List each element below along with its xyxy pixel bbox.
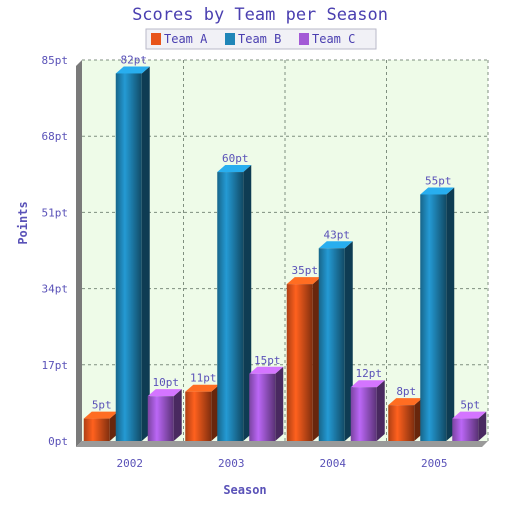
bar-top <box>249 366 284 374</box>
bar-team-b-2004 <box>318 241 353 441</box>
bar-value-label: 43pt <box>324 228 351 241</box>
bar-value-label: 35pt <box>292 264 319 277</box>
bar-top <box>318 241 353 249</box>
bar-side <box>141 66 150 442</box>
bar-top <box>147 389 182 397</box>
bar-top <box>388 398 423 406</box>
bar-team-a-2003 <box>185 384 220 441</box>
legend-label-team-a: Team A <box>164 32 208 46</box>
bar-top <box>420 187 455 195</box>
legend-swatch-team-a <box>151 33 161 45</box>
bar-value-label: 82pt <box>121 53 148 66</box>
bar-top <box>350 380 385 388</box>
y-axis-label: Points <box>16 201 30 244</box>
y-tick-label: 34pt <box>42 283 69 296</box>
bar-value-label: 8pt <box>396 385 416 398</box>
legend-frame <box>145 28 377 50</box>
bar-front <box>83 418 110 441</box>
bar-front <box>249 373 276 441</box>
bar-value-label: 55pt <box>425 174 452 187</box>
floor <box>76 441 488 447</box>
bar-front <box>217 172 244 441</box>
x-tick-label: 2005 <box>421 457 448 470</box>
bar-top <box>185 384 220 392</box>
bar-front <box>147 396 174 441</box>
left-wall <box>76 60 82 447</box>
bar-side <box>376 380 385 441</box>
legend-label-team-b: Team B <box>238 32 281 46</box>
bar-team-c-2003 <box>249 366 284 441</box>
y-tick-label: 68pt <box>42 130 69 143</box>
bar-front <box>318 248 345 441</box>
bar-team-b-2002 <box>115 66 150 442</box>
bar-team-c-2005 <box>452 411 487 441</box>
bar-value-label: 60pt <box>222 152 249 165</box>
y-tick-label: 51pt <box>42 206 69 219</box>
bar-front <box>286 284 313 441</box>
bar-team-c-2004 <box>350 380 385 441</box>
x-tick-label: 2003 <box>218 457 245 470</box>
y-tick-label: 0pt <box>48 435 68 448</box>
legend-swatch-team-c <box>299 33 309 45</box>
chart-title: Scores by Team per Season <box>132 5 388 25</box>
legend: Team A Team B Team C <box>145 28 377 50</box>
bar-team-b-2005 <box>420 187 455 441</box>
x-tick-label: 2004 <box>320 457 347 470</box>
bar-value-label: 5pt <box>92 399 112 412</box>
bar-front <box>350 387 377 441</box>
bar-value-label: 10pt <box>153 376 180 389</box>
x-tick-label: 2002 <box>117 457 144 470</box>
x-axis-label: Season <box>223 483 266 497</box>
plot-area: 5pt 82pt 10pt 11pt 60pt 15pt 35pt 43pt 12pt 8pt 55… <box>42 53 489 470</box>
y-tick-label: 17pt <box>42 359 69 372</box>
bar-side <box>446 187 455 441</box>
bar-team-a-2004 <box>286 277 321 441</box>
y-tick-label: 85pt <box>42 54 69 67</box>
bar-side <box>173 389 182 441</box>
bar-front <box>185 391 212 441</box>
bar-top <box>83 411 118 419</box>
bar-front <box>388 405 415 441</box>
bar-side <box>478 411 487 441</box>
bar-front <box>420 194 447 441</box>
bar-top <box>452 411 487 419</box>
axis-ticks: 0pt 17pt 34pt 51pt 68pt 85pt 2002 2003 2004 2005 <box>42 54 448 470</box>
bar-top <box>217 165 252 173</box>
bar-value-label: 11pt <box>190 372 217 385</box>
bar-side <box>275 366 284 441</box>
bar-value-label: 12pt <box>356 367 383 380</box>
legend-swatch-team-b <box>225 33 235 45</box>
bar-value-label: 15pt <box>254 354 281 367</box>
bars: 5pt 82pt 10pt 11pt 60pt 15pt 35pt 43pt 12pt 8pt 55… <box>83 53 487 442</box>
bar-team-b-2003 <box>217 165 252 441</box>
bar-front <box>115 73 142 442</box>
bar-side <box>243 165 252 441</box>
bar-value-label: 5pt <box>460 399 480 412</box>
bar-team-c-2002 <box>147 389 182 441</box>
bar-team-a-2005 <box>388 398 423 441</box>
bar-front <box>452 418 479 441</box>
bar-top <box>115 66 150 74</box>
bar-team-a-2002 <box>83 411 118 441</box>
bar-top <box>286 277 321 285</box>
legend-label-team-c: Team C <box>312 32 355 46</box>
